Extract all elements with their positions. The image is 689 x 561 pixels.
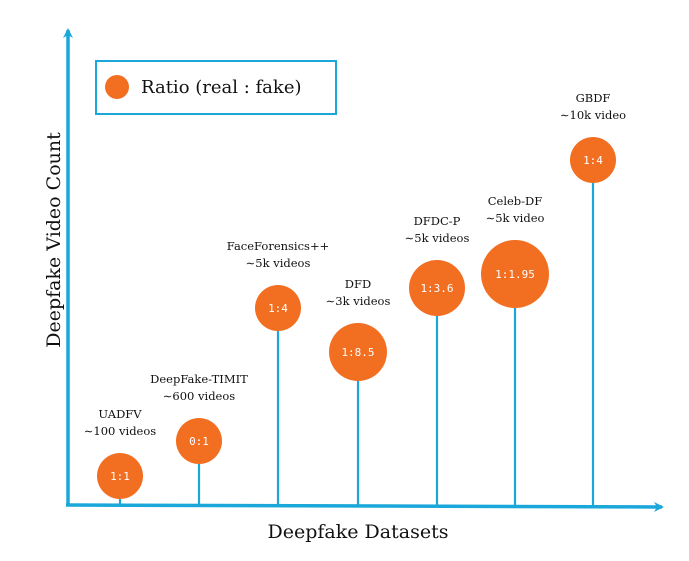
bubble-dfdc-p	[409, 260, 465, 316]
bubble-faceforensics	[255, 285, 301, 331]
dataset-count-faceforensics: ∼5k videos	[246, 256, 311, 270]
y-axis-title: Deepfake Video Count	[43, 132, 65, 348]
legend-label: Ratio (real : fake)	[141, 77, 302, 98]
bubble-deepfake-timit	[176, 418, 222, 464]
dataset-name-uadfv: UADFV	[98, 407, 142, 421]
ratio-label-deepfake-timit: 0:1	[189, 435, 209, 448]
dataset-count-deepfake-timit: ∼600 videos	[163, 389, 236, 403]
legend-box	[95, 60, 337, 115]
dataset-count-uadfv: ∼100 videos	[84, 424, 157, 438]
dataset-name-dfd: DFD	[345, 277, 371, 291]
ratio-label-dfdc-p: 1:3.6	[420, 282, 453, 295]
x-axis	[65, 501, 664, 512]
dataset-name-dfdc-p: DFDC-P	[414, 214, 461, 228]
bubble-gbdf	[570, 137, 616, 183]
ratio-label-faceforensics: 1:4	[268, 302, 288, 315]
bubble-uadfv	[97, 453, 143, 499]
x-axis-title: Deepfake Datasets	[268, 521, 449, 543]
dataset-count-celeb-df: ∼5k video	[486, 211, 545, 225]
legend-marker	[105, 75, 129, 99]
bubble-celeb-df	[481, 240, 549, 308]
dataset-count-gbdf: ∼10k video	[560, 108, 626, 122]
data-marks: 1:1 UADFV ∼100 videos 0:1 DeepFake-TIMIT ∼600…	[84, 91, 626, 506]
ratio-label-dfd: 1:8.5	[341, 346, 374, 359]
dataset-name-gbdf: GBDF	[576, 91, 611, 105]
legend: Ratio (real : fake)	[95, 60, 337, 115]
dataset-name-deepfake-timit: DeepFake-TIMIT	[150, 372, 248, 386]
dataset-name-celeb-df: Celeb-DF	[488, 194, 543, 208]
ratio-label-celeb-df: 1:1.95	[495, 268, 535, 281]
ratio-label-gbdf: 1:4	[583, 154, 603, 167]
bubble-dfd	[329, 323, 387, 381]
dataset-count-dfdc-p: ∼5k videos	[405, 231, 470, 245]
ratio-label-uadfv: 1:1	[110, 470, 130, 483]
dataset-name-faceforensics: FaceForensics++	[227, 239, 329, 253]
dataset-count-dfd: ∼3k videos	[326, 294, 391, 308]
